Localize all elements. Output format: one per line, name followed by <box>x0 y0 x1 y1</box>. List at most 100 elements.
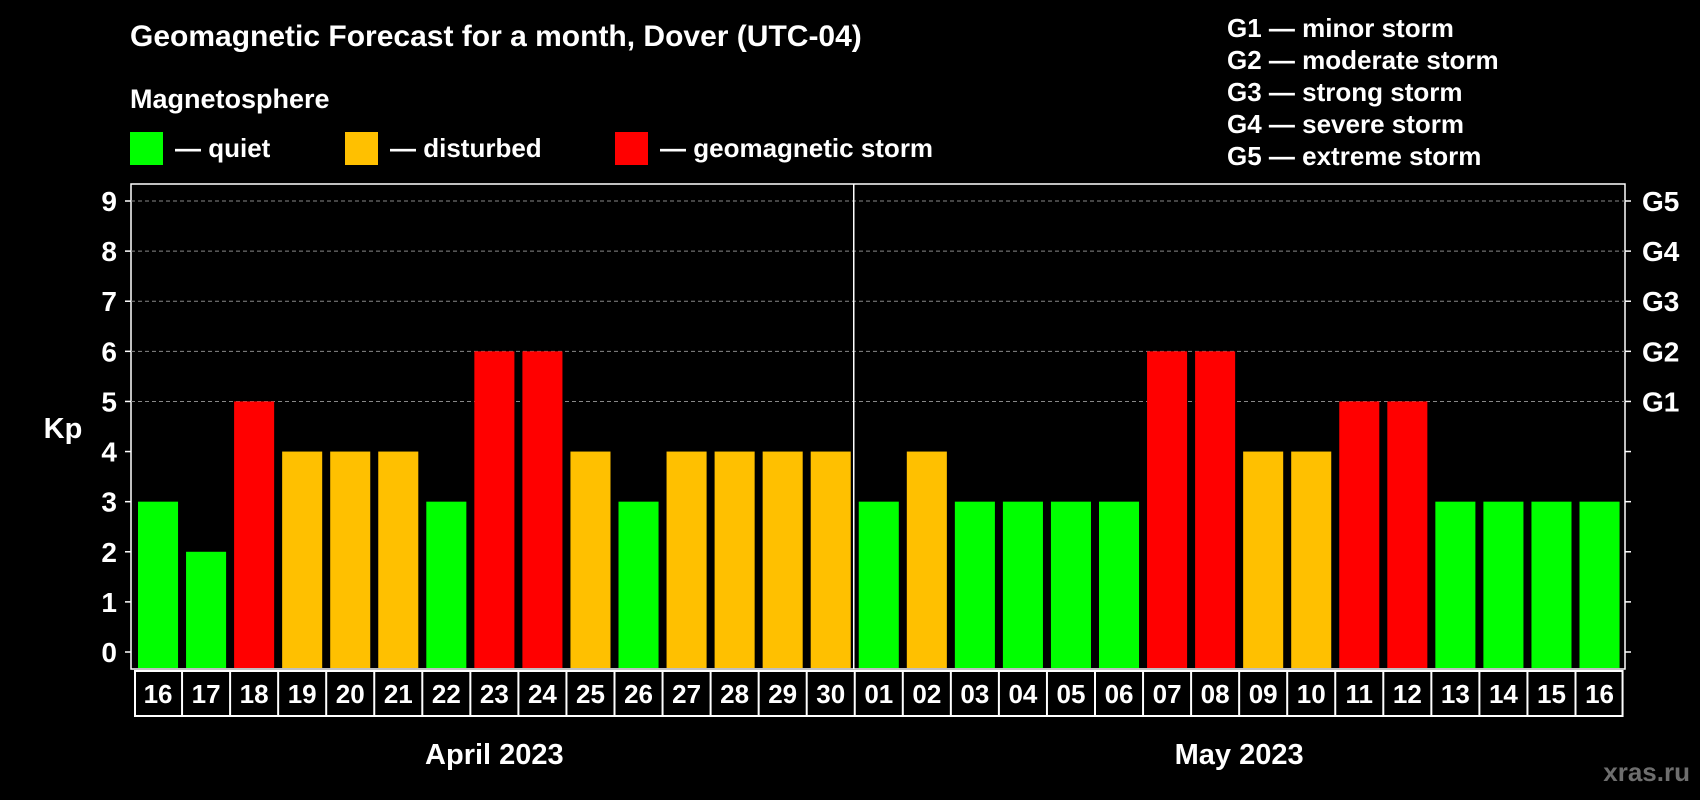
bar <box>1339 401 1380 668</box>
bar <box>330 451 371 668</box>
y-tick-label: 6 <box>101 336 117 367</box>
y-tick-label: 7 <box>101 286 117 317</box>
bar <box>666 451 707 668</box>
x-tick-label: 14 <box>1489 679 1518 709</box>
y-axis-label: Kp <box>44 413 83 445</box>
g-legend-item: G4 — severe storm <box>1227 109 1465 139</box>
x-tick-label: 22 <box>432 679 461 709</box>
x-tick-label: 15 <box>1537 679 1566 709</box>
x-tick-label: 12 <box>1393 679 1422 709</box>
x-tick-label: 24 <box>528 679 557 709</box>
bar <box>858 501 899 668</box>
bar <box>1531 501 1572 668</box>
x-tick-label: 08 <box>1201 679 1230 709</box>
g-scale-label: G1 <box>1642 386 1679 417</box>
legend-swatch-storm <box>615 132 648 165</box>
bar <box>1579 501 1620 668</box>
g-scale-label: G4 <box>1642 236 1680 267</box>
legend-label-disturbed: — disturbed <box>390 133 542 163</box>
legend-swatch-quiet <box>130 132 163 165</box>
y-tick-label: 4 <box>101 437 117 468</box>
bar <box>570 451 611 668</box>
legend-item-quiet: — quiet <box>130 132 270 165</box>
bar <box>378 451 419 668</box>
legend-swatch-disturbed <box>345 132 378 165</box>
x-tick-label: 30 <box>816 679 845 709</box>
y-tick-label: 1 <box>101 587 117 618</box>
bar <box>186 551 227 668</box>
month-label: April 2023 <box>425 739 564 771</box>
x-tick-label: 13 <box>1441 679 1470 709</box>
bar <box>618 501 659 668</box>
bar <box>762 451 803 668</box>
bar <box>954 501 995 668</box>
storm-scale-legend: G1 — minor storm G2 — moderate storm G3 … <box>1227 12 1499 172</box>
x-tick-label: 16 <box>1585 679 1614 709</box>
plot-frame <box>130 183 1626 670</box>
x-tick-label: 18 <box>240 679 269 709</box>
legend-subtitle: Magnetosphere <box>130 84 330 114</box>
bar <box>1050 501 1091 668</box>
color-legend: — quiet — disturbed — geomagnetic storm <box>130 132 1030 168</box>
x-tick-label: 01 <box>864 679 893 709</box>
chart-title: Geomagnetic Forecast for a month, Dover … <box>130 20 862 53</box>
x-tick-label: 09 <box>1249 679 1278 709</box>
x-tick-label: 25 <box>576 679 605 709</box>
g-legend-item: G2 — moderate storm <box>1227 45 1499 75</box>
bar <box>1483 501 1524 668</box>
g-legend-item: G3 — strong storm <box>1227 77 1463 107</box>
x-tick-label: 26 <box>624 679 653 709</box>
g-scale-label: G5 <box>1642 186 1679 217</box>
bar <box>426 501 467 668</box>
g-scale-label: G2 <box>1642 336 1679 367</box>
x-tick-label: 11 <box>1346 679 1374 709</box>
x-tick-label: 04 <box>1008 679 1037 709</box>
y-tick-label: 9 <box>101 186 117 217</box>
x-tick-label: 02 <box>912 679 941 709</box>
x-tick-label: 16 <box>144 679 173 709</box>
y-tick-label: 5 <box>101 386 117 417</box>
bar <box>1291 451 1332 668</box>
x-tick-label: 28 <box>720 679 749 709</box>
bar <box>138 501 179 668</box>
bar <box>234 401 275 668</box>
x-tick-label: 05 <box>1057 679 1086 709</box>
bar <box>810 451 851 668</box>
legend-item-disturbed: — disturbed <box>345 132 542 165</box>
bar <box>1387 401 1428 668</box>
x-tick-label: 29 <box>768 679 797 709</box>
x-tick-label: 03 <box>960 679 989 709</box>
x-tick-label: 21 <box>384 679 413 709</box>
legend-label-quiet: — quiet <box>175 133 271 163</box>
y-tick-label: 0 <box>101 637 117 668</box>
x-tick-label: 20 <box>336 679 365 709</box>
x-tick-label: 06 <box>1105 679 1134 709</box>
bar <box>474 351 515 668</box>
x-tick-label: 17 <box>192 679 221 709</box>
g-legend-item: G1 — minor storm <box>1227 13 1454 43</box>
x-tick-label: 19 <box>288 679 317 709</box>
g-scale-label: G3 <box>1642 286 1679 317</box>
x-tick-label: 27 <box>672 679 701 709</box>
x-tick-label: 23 <box>480 679 509 709</box>
bar <box>282 451 323 668</box>
bar <box>1435 501 1476 668</box>
bar <box>1002 501 1043 668</box>
x-tick-label: 07 <box>1153 679 1182 709</box>
y-tick-label: 2 <box>101 537 117 568</box>
bar <box>1195 351 1236 668</box>
bar <box>1243 451 1284 668</box>
month-label: May 2023 <box>1175 739 1304 771</box>
bar <box>906 451 947 668</box>
bar <box>1099 501 1140 668</box>
x-tick-label: 10 <box>1297 679 1326 709</box>
bar <box>714 451 755 668</box>
y-tick-label: 3 <box>101 487 117 518</box>
legend-item-storm: — geomagnetic storm <box>615 132 933 165</box>
legend-label-storm: — geomagnetic storm <box>660 133 934 163</box>
g-legend-item: G5 — extreme storm <box>1227 141 1482 171</box>
bar <box>1147 351 1188 668</box>
bar <box>522 351 563 668</box>
date-row-frame <box>134 670 1624 717</box>
